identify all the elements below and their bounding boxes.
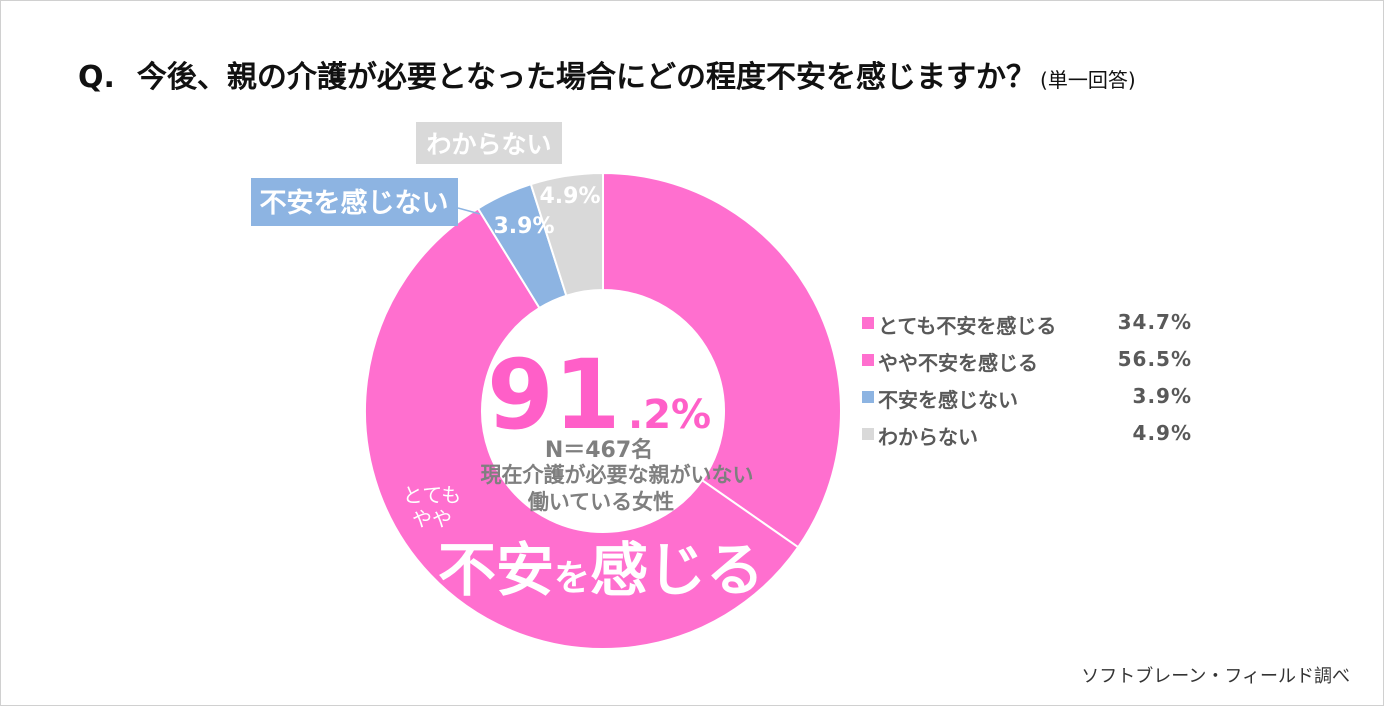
chart-title: Q. 今後、親の介護が必要となった場合にどの程度不安を感じますか？ (単一回答)	[78, 52, 1136, 96]
callout-very-small-label: とても	[403, 483, 461, 507]
legend-label: とても不安を感じる	[878, 314, 1057, 338]
legend-value: 34.7%	[1117, 310, 1192, 334]
leader-line-not-anxious	[457, 207, 481, 215]
center-description-line2: 働いている女性	[527, 490, 674, 514]
legend-label: やや不安を感じる	[878, 351, 1038, 375]
slice-somewhat-anxious	[364, 207, 800, 650]
legend-label: 不安を感じない	[878, 388, 1018, 412]
legend-item-not-anxious: 不安を感じない 3.9%	[862, 384, 1192, 421]
callout-somewhat-small-label: やや	[412, 507, 452, 531]
callout-big-part1: 不安	[438, 536, 554, 604]
legend-item-dont-know: わからない 4.9%	[862, 421, 1192, 458]
center-description-line1: 現在介護が必要な親がいない	[481, 463, 754, 487]
question-prefix: Q.	[78, 60, 115, 95]
callout-anxious-big-label: 不安を感じる	[438, 536, 764, 604]
dont-know-callout-box	[416, 122, 562, 164]
legend-item-somewhat-anxious: やや不安を感じる 56.5%	[862, 347, 1192, 384]
legend: とても不安を感じる 34.7% やや不安を感じる 56.5% 不安を感じない 3…	[862, 310, 1192, 458]
legend-swatch-icon	[862, 428, 874, 440]
legend-value: 3.9%	[1132, 384, 1192, 408]
slice-dont-know	[529, 171, 604, 297]
center-big-number: 91	[487, 339, 621, 451]
slice-very-anxious	[602, 171, 842, 549]
callout-big-part3: 感じる	[590, 536, 764, 604]
donut-slices	[364, 171, 842, 650]
legend-label: わからない	[878, 425, 978, 449]
legend-swatch-icon	[862, 354, 874, 366]
not-anxious-callout-box	[251, 178, 458, 226]
question-text: 今後、親の介護が必要となった場合にどの程度不安を感じますか？	[136, 60, 1037, 95]
not-anxious-callout-label: 不安を感じない	[260, 187, 449, 219]
slice-label-dont-know: 4.9%	[539, 184, 600, 209]
source-credit: ソフトブレーン・フィールド調べ	[1081, 666, 1350, 687]
center-decimal: .2%	[628, 392, 711, 438]
center-sample-size: N＝467名	[545, 437, 653, 463]
legend-value: 56.5%	[1117, 347, 1192, 371]
slice-label-not-anxious: 3.9%	[493, 214, 554, 239]
legend-item-very-anxious: とても不安を感じる 34.7%	[862, 310, 1192, 347]
dont-know-callout-label: わからない	[426, 130, 551, 159]
legend-value: 4.9%	[1132, 421, 1192, 445]
answer-type-note: (単一回答)	[1040, 68, 1136, 92]
legend-swatch-icon	[862, 391, 874, 403]
legend-swatch-icon	[862, 317, 874, 329]
callout-big-part2: を	[554, 558, 590, 599]
